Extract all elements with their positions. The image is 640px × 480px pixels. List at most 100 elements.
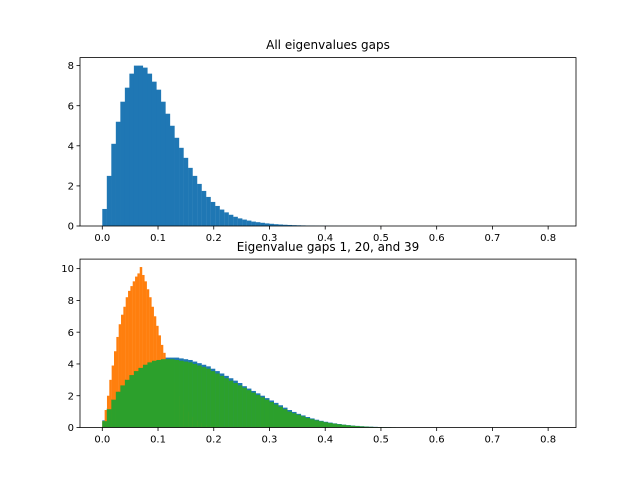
histogram-bar [174,359,180,428]
histogram-bar [364,426,369,428]
histogram-bar [206,368,211,428]
x-tick-label: 0.4 [317,435,333,446]
histogram-bar [328,423,333,428]
histogram-bar [197,183,202,226]
histogram-bar [120,385,126,428]
histogram-bar [179,360,184,428]
histogram-bar [264,223,270,226]
histogram-bar [237,218,243,226]
y-tick-label: 8 [68,61,74,72]
histogram-bar [215,373,220,428]
histogram-bar [269,402,274,428]
x-tick-label: 0.2 [206,435,222,446]
histogram-bar [210,371,216,428]
histogram-bar [233,383,238,428]
y-tick-label: 2 [68,391,74,402]
histogram-bar [237,385,243,428]
histogram-bar [287,411,293,428]
x-axis-ticks: 0.0 0.1 0.2 0.3 0.4 0.5 0.6 0.7 0.8 [94,226,556,244]
histogram-bar [255,222,261,226]
histogram-bar [337,424,342,428]
x-tick-label: 0.7 [484,233,500,244]
histogram-bar [197,365,202,428]
histogram-bar [346,425,351,428]
chart-title: Eigenvalue gaps 1, 20, and 39 [237,240,420,254]
histogram-bar [138,367,144,428]
axes-frame [79,258,577,428]
x-tick-label: 0.8 [540,233,556,244]
histogram-bar [120,101,126,226]
histogram-bar [296,414,302,428]
histogram-bar [133,371,139,428]
histogram-bar [260,397,265,428]
histogram-bar [118,324,122,428]
histogram-bar [278,406,283,428]
y-tick-label: 0 [68,222,74,233]
histogram-bar [109,379,112,428]
histogram-selected-gaps: 0.0 0.1 0.2 0.3 0.4 0.5 0.6 0.7 0.8 0 2 4 6 8 10 Eige… [61,240,577,446]
histogram-bar [183,157,189,226]
histogram-bar [121,314,124,428]
histogram-all-gaps: 0.0 0.1 0.2 0.3 0.4 0.5 0.6 0.7 0.8 0 2 4 6 8 All ei… [68,38,577,244]
histogram-bar [111,399,116,428]
histogram-bar [291,413,297,428]
x-tick-label: 0.0 [94,233,110,244]
histogram-bar [129,375,135,428]
x-tick-label: 0.1 [150,233,166,244]
histogram-bar [104,410,108,428]
histogram-bar [219,209,225,226]
histogram-bar [215,205,220,226]
histogram-bar [291,225,297,226]
histogram-bar [309,419,315,428]
histogram-bar [156,89,162,227]
x-tick-label: 0.8 [540,435,556,446]
histogram-bar [139,267,143,428]
histogram-bar [219,375,225,428]
histogram-bar [137,273,140,428]
y-tick-label: 4 [68,360,74,371]
histogram-bar [146,289,150,428]
histogram-bar [160,359,166,428]
x-tick-label: 0.2 [206,233,222,244]
y-tick-label: 6 [68,328,74,339]
histogram-bar [174,137,180,226]
histogram-bar [210,201,216,226]
histogram-bar [179,147,184,226]
histogram-bar [323,422,329,428]
x-axis-ticks: 0.0 0.1 0.2 0.3 0.4 0.5 0.6 0.7 0.8 [94,427,556,446]
histogram-bar [147,73,153,226]
histogram-bar [170,125,175,226]
y-axis-ticks: 0 2 4 6 8 10 [61,264,80,434]
x-tick-label: 0.0 [94,435,110,446]
histogram-bar [114,351,117,428]
x-tick-label: 0.3 [262,233,278,244]
x-tick-label: 0.5 [373,435,389,446]
x-tick-label: 0.6 [429,435,445,446]
histogram-bar [255,394,261,428]
histogram-bar [183,361,189,428]
histogram-bar [115,391,121,428]
histogram-bar [156,359,162,428]
histogram-bar [165,359,171,428]
histogram-bar [206,196,211,226]
histogram-bar [160,101,166,226]
histogram-bar [115,121,121,226]
x-tick-label: 0.3 [262,435,278,446]
x-tick-label: 0.7 [484,435,500,446]
histogram-bar [125,297,129,428]
histogram-bar [116,336,119,428]
histogram-bar [305,417,311,428]
axes-frame [79,57,577,227]
histogram-bar [192,175,198,226]
x-tick-label: 0.4 [317,233,333,244]
histogram-bar [318,421,324,428]
histogram-bar [102,208,107,226]
histogram-bar [314,420,320,428]
histogram-bar [228,380,234,428]
histogram-bar [242,387,247,428]
histogram-bar [273,224,279,226]
y-tick-label: 10 [61,264,74,275]
histogram-bar [130,286,133,428]
histogram-bar [106,175,112,226]
